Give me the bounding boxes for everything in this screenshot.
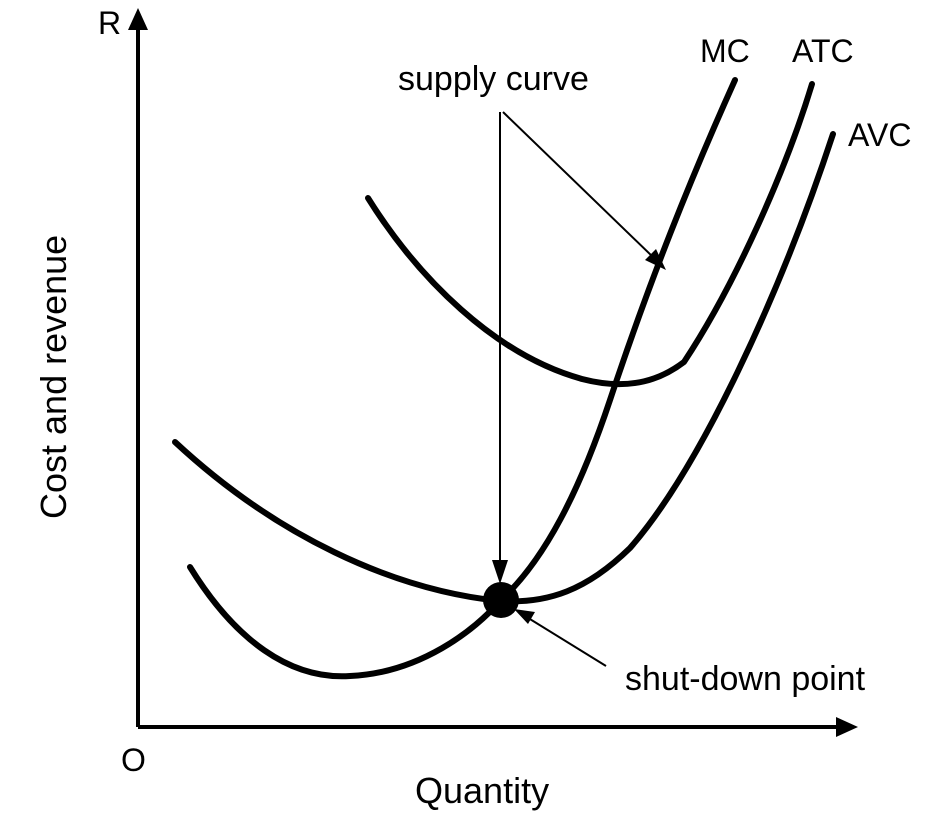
shutdown-pointer xyxy=(524,615,607,667)
supply-curve-label: supply curve xyxy=(398,60,589,98)
avc-label: AVC xyxy=(848,117,911,153)
x-axis-label: Quantity xyxy=(415,770,549,811)
origin-label: O xyxy=(121,742,146,778)
supply-pointer-vertical-arrowhead xyxy=(492,560,508,584)
shutdown-point-marker xyxy=(483,582,519,618)
supply-pointer-diagonal xyxy=(502,111,655,259)
atc-label: ATC xyxy=(792,33,854,69)
mc-curve xyxy=(187,77,738,680)
y-axis-arrowhead xyxy=(128,8,148,30)
mc-label: MC xyxy=(700,33,750,69)
avc-curve xyxy=(172,131,836,605)
y-axis-end-label: R xyxy=(98,5,121,41)
x-axis-arrowhead xyxy=(836,717,858,737)
atc-curve xyxy=(365,81,815,388)
supply-pointer-diagonal-arrowhead xyxy=(645,249,666,270)
shutdown-point-label: shut-down point xyxy=(625,660,866,698)
y-axis-label: Cost and revenue xyxy=(33,235,74,519)
shutdown-pointer-arrowhead xyxy=(514,609,535,624)
